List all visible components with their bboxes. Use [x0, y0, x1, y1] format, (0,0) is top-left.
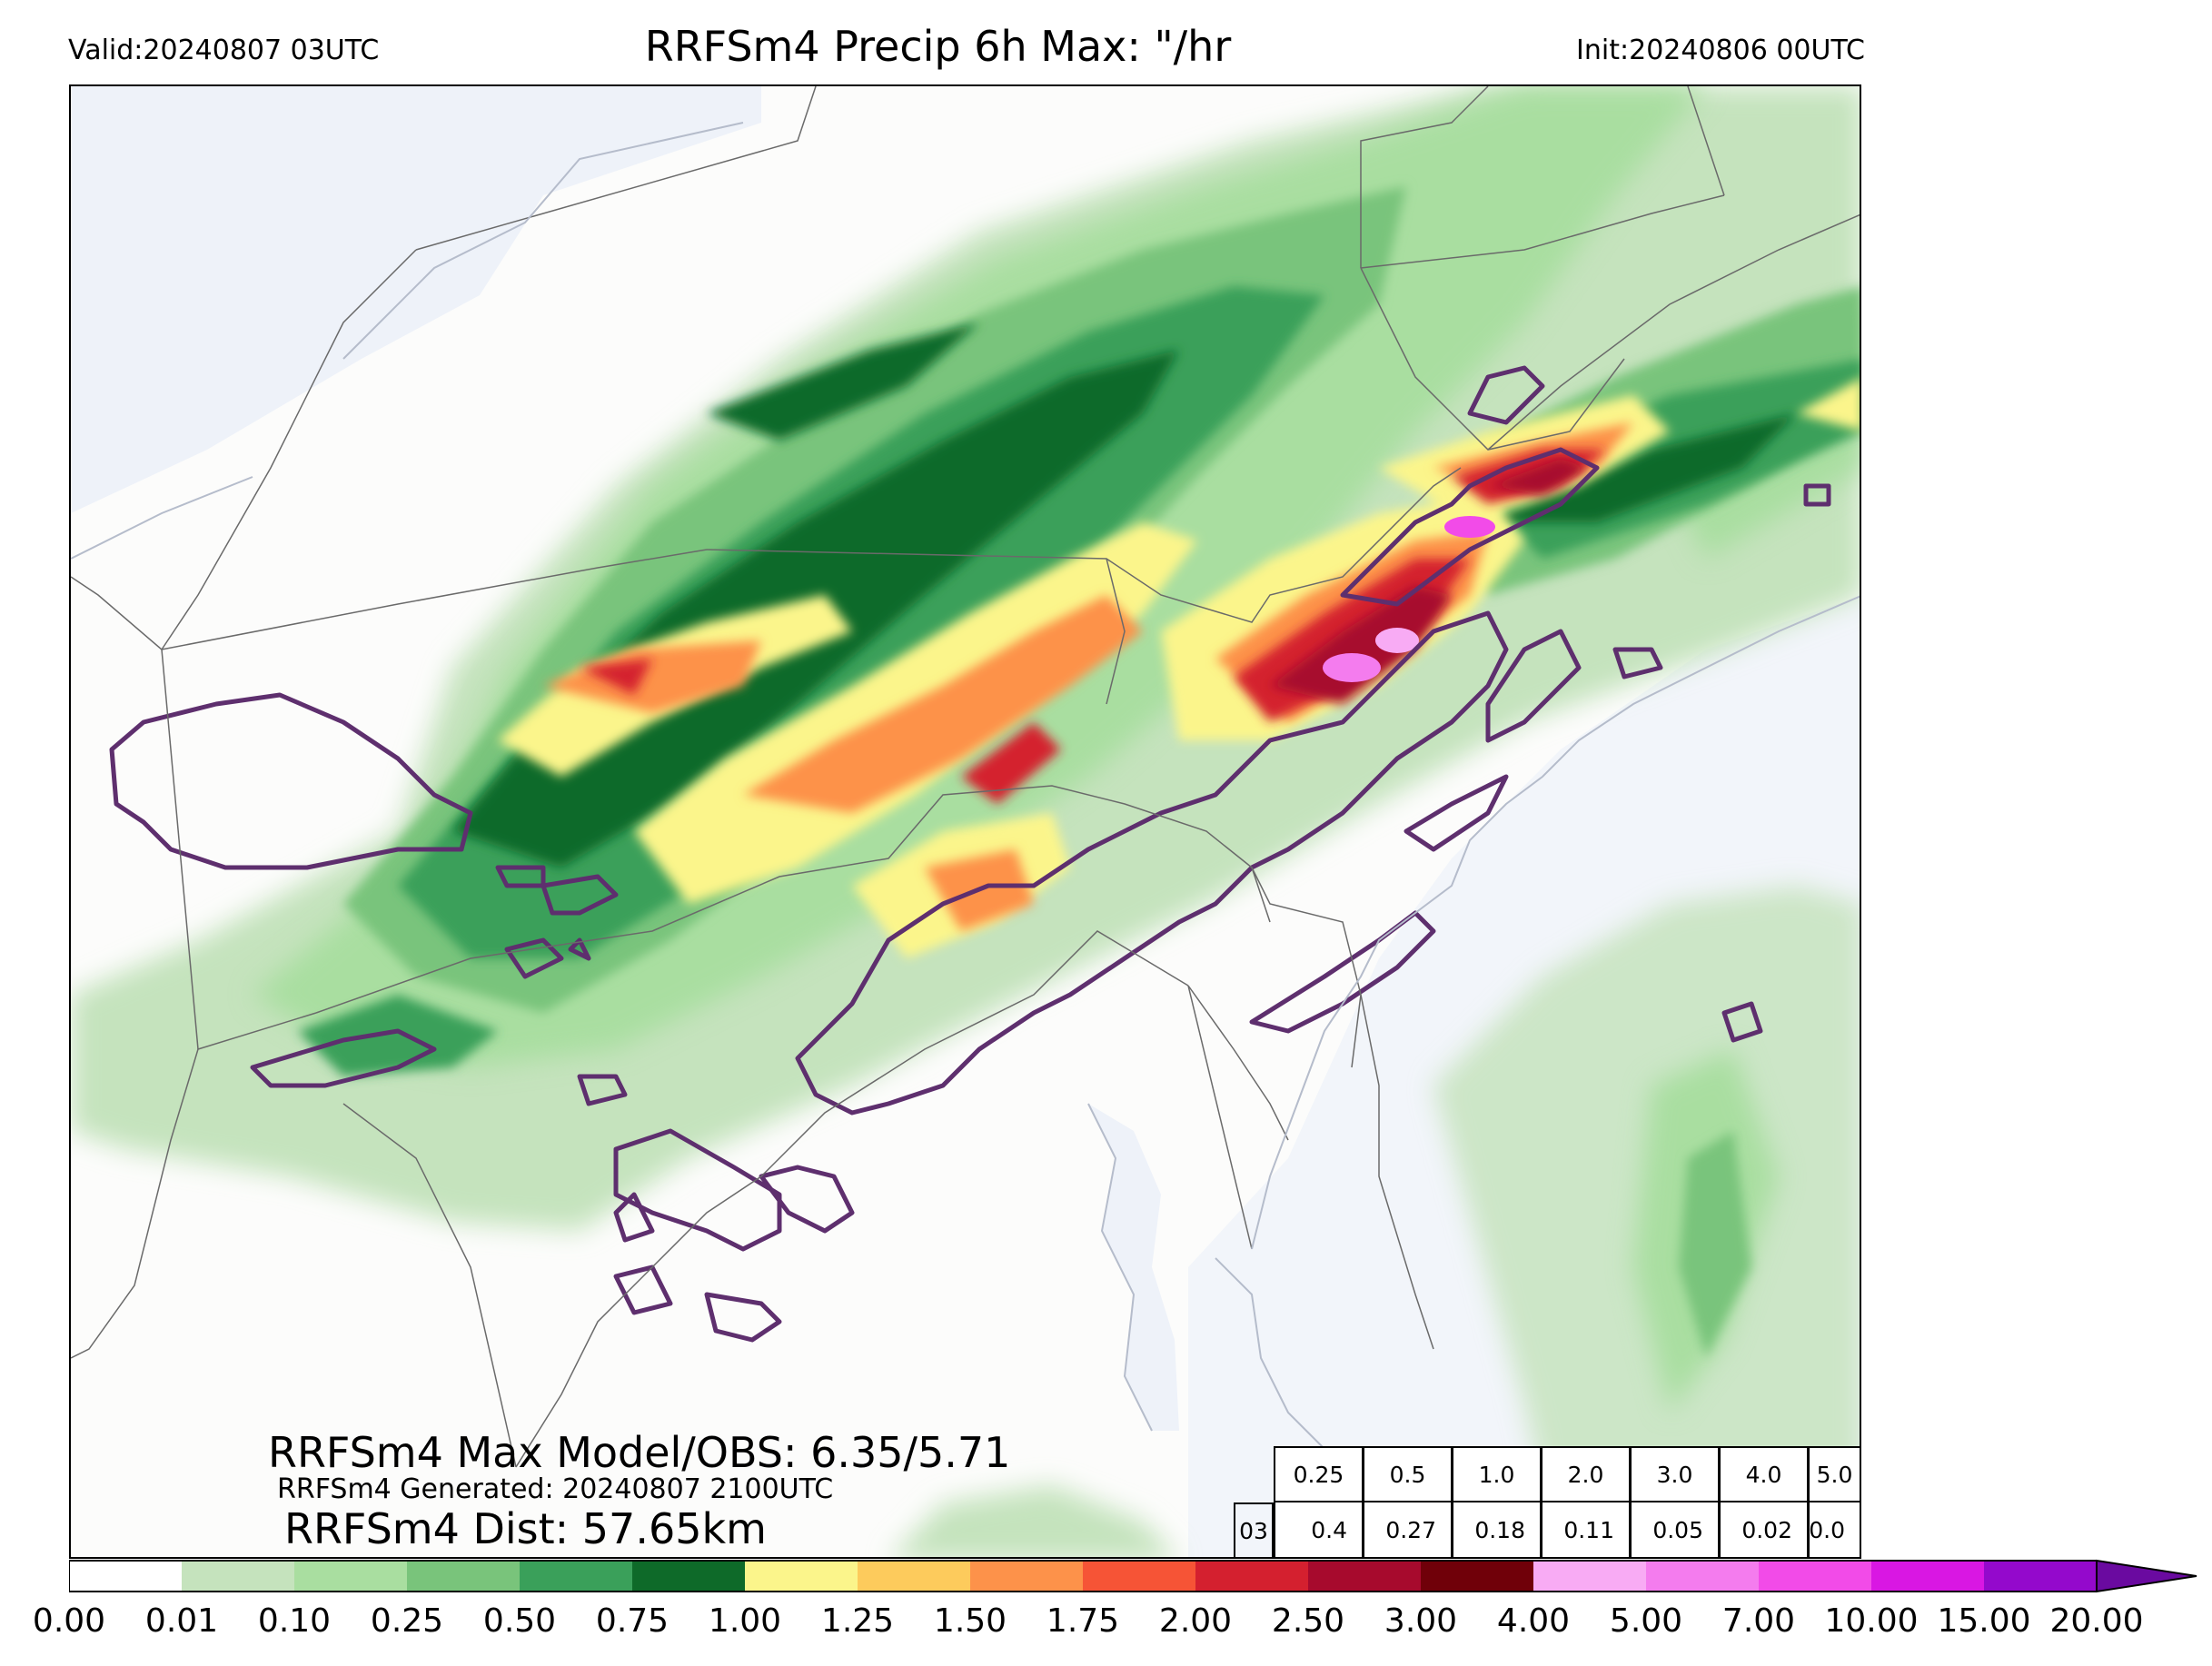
- colorbar-outline: [69, 1560, 2097, 1592]
- threshold-value-cell: 0.4: [1274, 1501, 1364, 1559]
- colorbar-extend-arrow: [2096, 1559, 2197, 1593]
- colorbar-tick-label: 1.00: [708, 1602, 782, 1640]
- colorbar-tick-label: 0.01: [144, 1602, 219, 1640]
- max-model-obs-label: RRFSm4 Max Model/OBS: 6.35/5.71: [268, 1428, 1011, 1477]
- colorbar-segment: [1083, 1561, 1195, 1592]
- distance-label: RRFSm4 Dist: 57.65km: [284, 1504, 767, 1553]
- colorbar-segment: [1984, 1561, 2097, 1592]
- colorbar-tick-label: 3.00: [1384, 1602, 1458, 1640]
- colorbar-segment: [858, 1561, 970, 1592]
- colorbar-segment: [1646, 1561, 1759, 1592]
- threshold-value-cell: 0.18: [1452, 1501, 1542, 1559]
- valid-time-label: Valid:20240807 03UTC: [68, 35, 380, 66]
- threshold-value-cell: 0.05: [1630, 1501, 1720, 1559]
- chart-title: RRFSm4 Precip 6h Max: "/hr: [644, 22, 1232, 71]
- colorbar-segment: [745, 1561, 858, 1592]
- threshold-value-cell: 0.02: [1719, 1501, 1809, 1559]
- colorbar-segment: [69, 1561, 182, 1592]
- threshold-table: 03 0.25 0.5 1.0 2.0 3.0 4.0 5.0 0.4 0.27…: [1234, 1446, 1861, 1559]
- colorbar-svg: [69, 1559, 2197, 1593]
- colorbar-tick-label: 7.00: [1721, 1602, 1796, 1640]
- threshold-row-label: 03: [1239, 1517, 1268, 1544]
- threshold-header-cell: 5.0: [1808, 1446, 1861, 1502]
- colorbar-segment: [1759, 1561, 1871, 1592]
- colorbar-segment: [1533, 1561, 1646, 1592]
- threshold-header-cell: 4.0: [1719, 1446, 1809, 1502]
- colorbar-tick-label: 4.00: [1496, 1602, 1571, 1640]
- threshold-value-cell: 0.0: [1808, 1501, 1861, 1559]
- init-time-label: Init:20240806 00UTC: [1576, 35, 1865, 66]
- lake-ontario: [71, 86, 761, 513]
- colorbar-tick-label: 15.00: [1937, 1602, 2031, 1640]
- colorbar-tick-label: 0.00: [32, 1602, 106, 1640]
- boundaries: L1660,0: [71, 86, 1860, 1468]
- colorbar-segment: [632, 1561, 745, 1592]
- colorbar-segment: [1308, 1561, 1421, 1592]
- colorbar-tick-label: 5.00: [1609, 1602, 1683, 1640]
- colorbar-segment: [1421, 1561, 1533, 1592]
- colorbar-tick-label: 2.50: [1271, 1602, 1345, 1640]
- colorbar-segment: [1871, 1561, 1984, 1592]
- colorbar: [69, 1559, 2203, 1593]
- threshold-header-cell: 1.0: [1452, 1446, 1542, 1502]
- threshold-value-cell: 0.27: [1363, 1501, 1453, 1559]
- colorbar-tick-label: 1.25: [820, 1602, 895, 1640]
- colorbar-segment: [970, 1561, 1083, 1592]
- colorbar-tick-label: 2.00: [1158, 1602, 1233, 1640]
- colorbar-segment: [520, 1561, 632, 1592]
- precip-300-layer: [1270, 459, 1588, 704]
- colorbar-tick-label: 0.10: [257, 1602, 332, 1640]
- chesapeake-bay: [1088, 1104, 1179, 1431]
- colorbar-tick-label: 1.50: [933, 1602, 1007, 1640]
- obs-contours: [109, 365, 1831, 1343]
- threshold-header-cell: 2.0: [1541, 1446, 1631, 1502]
- threshold-header-cell: 3.0: [1630, 1446, 1720, 1502]
- threshold-header-cell: 0.25: [1274, 1446, 1364, 1502]
- colorbar-tick-label: 10.00: [1824, 1602, 1919, 1640]
- row-label-cell: [1234, 1502, 1274, 1559]
- coastlines: [71, 122, 1860, 1450]
- colorbar-tick-label: 0.50: [482, 1602, 557, 1640]
- colorbar-segment: [294, 1561, 407, 1592]
- colorbar-tick-label: 0.75: [595, 1602, 670, 1640]
- threshold-header-cell: 0.5: [1363, 1446, 1453, 1502]
- colorbar-tick-label: 0.25: [370, 1602, 444, 1640]
- colorbar-segment: [407, 1561, 520, 1592]
- generated-time-label: RRFSm4 Generated: 20240807 2100UTC: [277, 1473, 834, 1505]
- threshold-value-cell: 0.11: [1541, 1501, 1631, 1559]
- precip-500-layer: [1323, 516, 1495, 682]
- colorbar-tick-label: 1.75: [1046, 1602, 1120, 1640]
- precip-map: L1660,0: [69, 84, 1861, 1559]
- colorbar-segment: [182, 1561, 294, 1592]
- colorbar-segment: [1195, 1561, 1308, 1592]
- colorbar-tick-label: 20.00: [2049, 1602, 2144, 1640]
- precip-map-canvas: L1660,0: [71, 86, 1860, 1557]
